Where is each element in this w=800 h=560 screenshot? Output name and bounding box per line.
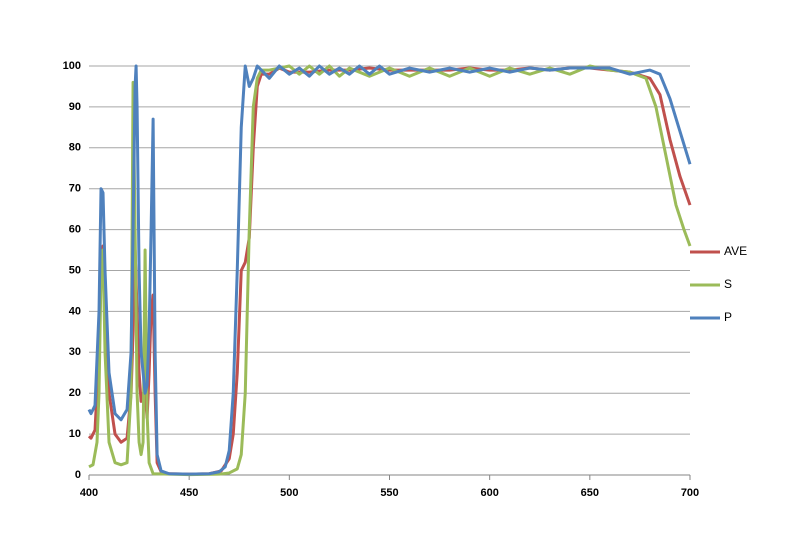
x-tick-label: 600 [480, 487, 498, 499]
y-tick-label: 90 [69, 101, 81, 113]
y-tick-label: 30 [69, 346, 81, 358]
y-tick-label: 40 [69, 305, 81, 317]
x-tick-label: 650 [581, 487, 599, 499]
x-tick-label: 700 [681, 487, 699, 499]
y-tick-label: 80 [69, 142, 81, 154]
series-line [87, 64, 692, 476]
x-tick-label: 450 [180, 487, 198, 499]
legend-label: AVE [724, 244, 747, 258]
legend-label: P [724, 310, 732, 324]
x-tick-label: 400 [80, 487, 98, 499]
series-line [87, 66, 692, 476]
y-tick-label: 100 [63, 60, 81, 72]
y-tick-label: 20 [69, 387, 81, 399]
y-tick-label: 70 [69, 183, 81, 195]
x-tick-label: 550 [380, 487, 398, 499]
y-tick-label: 60 [69, 224, 81, 236]
y-tick-label: 10 [69, 428, 81, 440]
legend-label: S [724, 277, 732, 291]
x-tick-label: 500 [280, 487, 298, 499]
y-tick-label: 50 [69, 264, 81, 276]
y-tick-label: 0 [75, 469, 81, 481]
